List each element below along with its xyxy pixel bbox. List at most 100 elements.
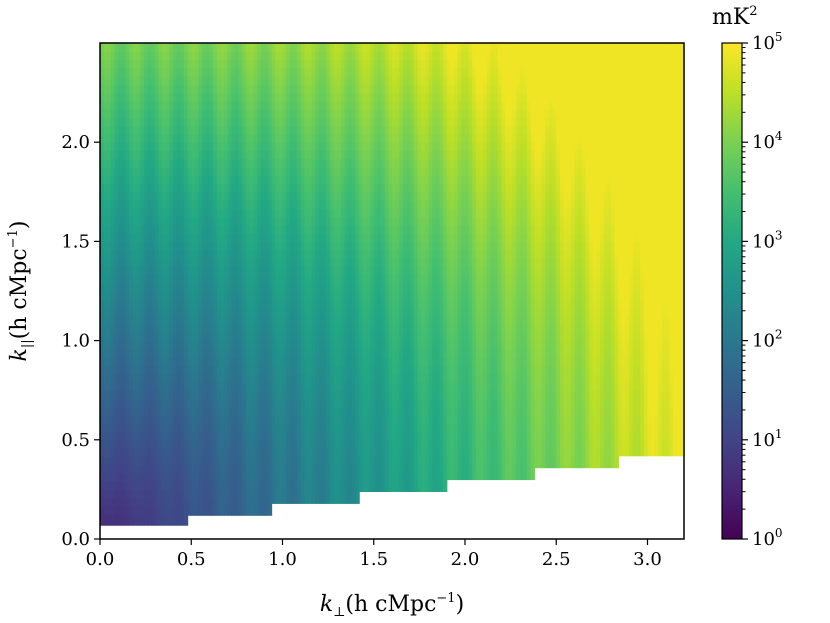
heatmap-cell bbox=[162, 464, 167, 474]
heatmap-cell bbox=[162, 43, 167, 52]
heatmap-cell bbox=[110, 216, 116, 226]
heatmap-cell bbox=[275, 299, 280, 309]
heatmap-cell bbox=[151, 381, 156, 391]
heatmap-cell bbox=[107, 224, 112, 234]
heatmap-cell bbox=[216, 208, 222, 218]
heatmap-cell bbox=[395, 282, 400, 292]
heatmap-cell bbox=[282, 357, 287, 366]
heatmap-cell bbox=[286, 464, 291, 474]
heatmap-cell bbox=[246, 167, 251, 176]
heatmap-cell bbox=[308, 241, 313, 251]
heatmap-cell bbox=[282, 448, 287, 457]
heatmap-cell bbox=[162, 84, 167, 94]
heatmap-cell bbox=[191, 167, 196, 176]
heatmap-cell bbox=[136, 448, 141, 457]
heatmap-cell bbox=[399, 133, 404, 143]
heatmap-cell bbox=[129, 100, 134, 110]
heatmap-cell bbox=[187, 291, 192, 300]
heatmap-cell bbox=[253, 439, 258, 449]
heatmap-cell bbox=[395, 208, 400, 218]
heatmap-cell bbox=[194, 357, 200, 366]
heatmap-cell bbox=[256, 216, 262, 226]
heatmap-cell bbox=[326, 191, 331, 201]
heatmap-cell bbox=[300, 291, 305, 300]
heatmap-cell bbox=[227, 481, 232, 490]
heatmap-cell bbox=[136, 357, 141, 366]
heatmap-cell bbox=[103, 183, 108, 193]
heatmap-cell bbox=[180, 282, 185, 292]
heatmap-cell bbox=[103, 307, 108, 317]
heatmap-cell bbox=[304, 175, 309, 185]
heatmap-cell bbox=[191, 514, 196, 516]
heatmap-cell bbox=[107, 59, 112, 69]
heatmap-cell bbox=[216, 59, 222, 69]
heatmap-cell bbox=[162, 92, 167, 102]
heatmap-cell bbox=[209, 233, 214, 242]
heatmap-cell bbox=[136, 183, 141, 193]
heatmap-cell bbox=[355, 175, 360, 185]
heatmap-cell bbox=[249, 59, 254, 69]
heatmap-cell bbox=[304, 191, 309, 201]
heatmap-cell bbox=[183, 390, 189, 400]
heatmap-cell bbox=[351, 448, 357, 457]
heatmap-cell bbox=[359, 406, 364, 416]
heatmap-cell bbox=[213, 109, 218, 118]
heatmap-cell bbox=[205, 233, 211, 242]
heatmap-cell bbox=[162, 274, 167, 284]
heatmap-cell bbox=[151, 200, 156, 209]
heatmap-cell bbox=[282, 43, 287, 52]
heatmap-cell bbox=[125, 472, 130, 482]
heatmap-cell bbox=[395, 125, 400, 135]
heatmap-cell bbox=[267, 340, 273, 350]
heatmap-cell bbox=[399, 67, 404, 77]
heatmap-cell bbox=[249, 133, 254, 143]
heatmap-cell bbox=[231, 415, 236, 424]
heatmap-cell bbox=[231, 324, 236, 333]
heatmap-cell bbox=[183, 357, 189, 366]
heatmap-cell bbox=[293, 415, 298, 424]
heatmap-cell bbox=[227, 100, 232, 110]
heatmap-cell bbox=[392, 274, 397, 284]
heatmap-cell bbox=[286, 150, 291, 160]
heatmap-cell bbox=[220, 150, 225, 160]
heatmap-cell bbox=[238, 398, 243, 408]
heatmap-cell bbox=[326, 150, 331, 160]
heatmap-cell bbox=[308, 167, 313, 176]
heatmap-cell bbox=[344, 100, 349, 110]
heatmap-cell bbox=[227, 133, 232, 143]
heatmap-cell bbox=[308, 59, 313, 69]
heatmap-cell bbox=[147, 125, 152, 135]
heatmap-cell bbox=[410, 415, 415, 424]
heatmap-cell bbox=[151, 340, 156, 350]
heatmap-cell bbox=[348, 448, 353, 457]
heatmap-cell bbox=[198, 481, 203, 490]
heatmap-cell bbox=[103, 200, 108, 209]
heatmap-cell bbox=[224, 51, 229, 61]
heatmap-cell bbox=[413, 100, 419, 110]
heatmap-cell bbox=[373, 282, 378, 292]
heatmap-cell bbox=[183, 348, 189, 358]
heatmap-cell bbox=[227, 84, 232, 94]
heatmap-cell bbox=[329, 266, 335, 276]
heatmap-cell bbox=[107, 439, 112, 449]
heatmap-cell bbox=[355, 266, 360, 276]
heatmap-cell bbox=[253, 481, 258, 490]
heatmap-cell bbox=[235, 348, 240, 358]
heatmap-cell bbox=[300, 158, 305, 168]
heatmap-cell bbox=[359, 158, 364, 168]
heatmap-cell bbox=[388, 332, 393, 342]
heatmap-cell bbox=[187, 150, 192, 160]
heatmap-cell bbox=[322, 406, 327, 416]
heatmap-cell bbox=[297, 340, 302, 350]
heatmap-cell bbox=[253, 76, 258, 85]
heatmap-cell bbox=[246, 191, 251, 201]
heatmap-cell bbox=[264, 307, 269, 317]
heatmap-cell bbox=[362, 233, 368, 242]
heatmap-cell bbox=[176, 282, 181, 292]
heatmap-cell bbox=[220, 464, 225, 474]
heatmap-cell bbox=[183, 439, 189, 449]
heatmap-cell bbox=[242, 373, 247, 383]
heatmap-cell bbox=[319, 100, 324, 110]
heatmap-cell bbox=[194, 299, 200, 309]
heatmap-cell bbox=[183, 456, 189, 466]
